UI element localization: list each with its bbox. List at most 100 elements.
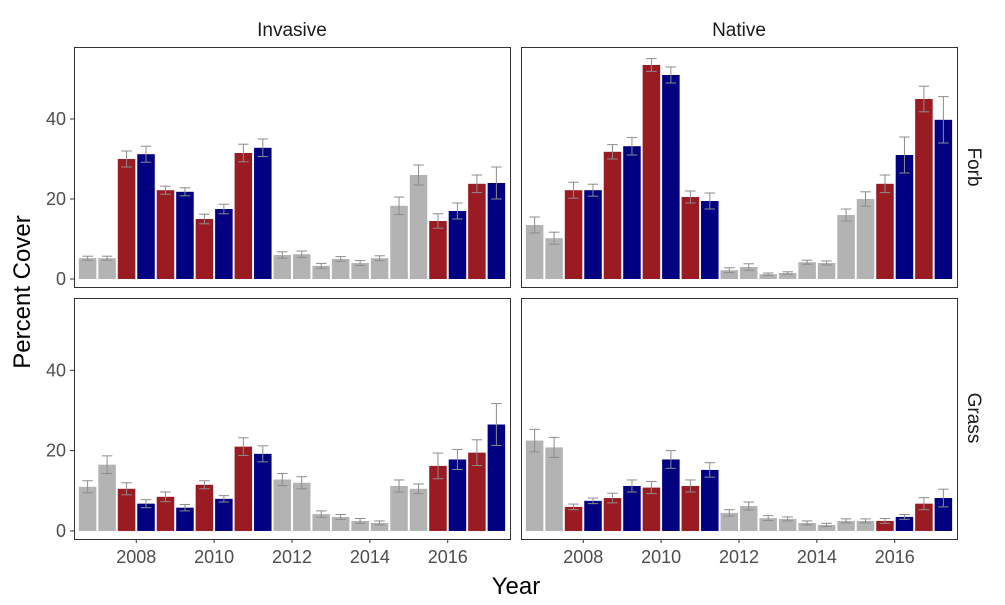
bar [915, 503, 933, 531]
facet-label-grass: Grass [963, 393, 984, 444]
bar [137, 154, 155, 279]
bar [759, 274, 777, 279]
bar [642, 65, 661, 279]
bar [662, 75, 680, 279]
bar [856, 520, 875, 531]
x-tick-label: 2012 [272, 547, 312, 567]
bar [603, 151, 622, 279]
bar [468, 452, 486, 531]
facet-label-invasive: Invasive [257, 20, 327, 41]
panel-invasive-grass: 0 20 40 2008 2010 2012 2014 2016 [46, 298, 511, 567]
x-tick-label: 2016 [428, 547, 468, 567]
bar [837, 520, 855, 531]
y-axis-title: Percent Cover [9, 215, 36, 368]
bar [409, 488, 428, 531]
bar [409, 175, 428, 279]
bar [370, 522, 389, 531]
y-tick-label: 0 [56, 269, 66, 289]
bar [817, 524, 836, 531]
bar [390, 485, 408, 531]
bar [156, 496, 175, 531]
panel-border [521, 47, 958, 288]
bar [584, 190, 602, 279]
x-tick-label: 2016 [875, 547, 915, 567]
bar [701, 201, 719, 279]
bar [370, 258, 389, 279]
bar [934, 498, 953, 531]
bar [312, 265, 330, 279]
bar [642, 487, 661, 531]
bar [137, 503, 155, 531]
bar [195, 219, 214, 279]
bar [487, 183, 506, 279]
bar [273, 255, 292, 279]
bar [856, 199, 875, 279]
panel-invasive-forb: 0 20 40 [46, 47, 511, 289]
bar [468, 183, 486, 279]
bar [564, 506, 583, 531]
bar [817, 263, 836, 279]
x-tick-label: 2008 [563, 547, 603, 567]
bar [273, 479, 292, 531]
bar [525, 440, 544, 531]
bar [681, 197, 700, 279]
bar [895, 516, 914, 531]
bar [331, 259, 350, 279]
bar [934, 119, 953, 279]
bar [429, 221, 447, 279]
bar [584, 500, 602, 531]
bar [351, 263, 369, 279]
bar [117, 159, 136, 279]
bar [876, 183, 894, 279]
bar [254, 147, 272, 279]
bar [798, 262, 816, 279]
bar [78, 486, 97, 531]
y-tick-label: 0 [56, 521, 66, 541]
x-tick-label: 2008 [116, 547, 156, 567]
bar [78, 258, 97, 279]
bar [448, 459, 467, 531]
bar [234, 446, 253, 531]
bar [876, 520, 894, 531]
bar [429, 465, 447, 531]
facet-label-native: Native [712, 20, 766, 41]
bar [176, 507, 194, 531]
bar [390, 205, 408, 279]
bar [215, 209, 233, 279]
bar [195, 484, 214, 531]
bar [351, 520, 369, 531]
bar [98, 464, 116, 531]
x-axis-title: Year [492, 573, 541, 600]
bar [662, 459, 680, 531]
facet-label-forb: Forb [963, 147, 984, 186]
bar [623, 485, 641, 531]
x-tick-label: 2010 [641, 547, 681, 567]
y-tick-label: 20 [46, 189, 66, 209]
bar [215, 498, 233, 531]
bar [778, 518, 797, 531]
bar [448, 211, 467, 279]
panel-border [74, 47, 511, 288]
x-tick-label: 2014 [350, 547, 390, 567]
y-tick-label: 40 [46, 109, 66, 129]
bar [98, 258, 116, 279]
x-tick-label: 2014 [797, 547, 837, 567]
bar [156, 190, 175, 279]
bar [623, 146, 641, 279]
bar [487, 424, 506, 531]
bar [564, 190, 583, 279]
bar [778, 273, 797, 279]
bar [545, 238, 563, 279]
y-tick-label: 40 [46, 360, 66, 380]
bar [331, 516, 350, 531]
bar [701, 469, 719, 531]
bar [720, 512, 739, 531]
panel-native-grass: 2008 2010 2012 2014 2016 [521, 298, 958, 567]
bar [681, 485, 700, 531]
bar [545, 447, 563, 531]
y-tick-label: 20 [46, 441, 66, 461]
bar [176, 191, 194, 279]
bar [915, 99, 933, 279]
